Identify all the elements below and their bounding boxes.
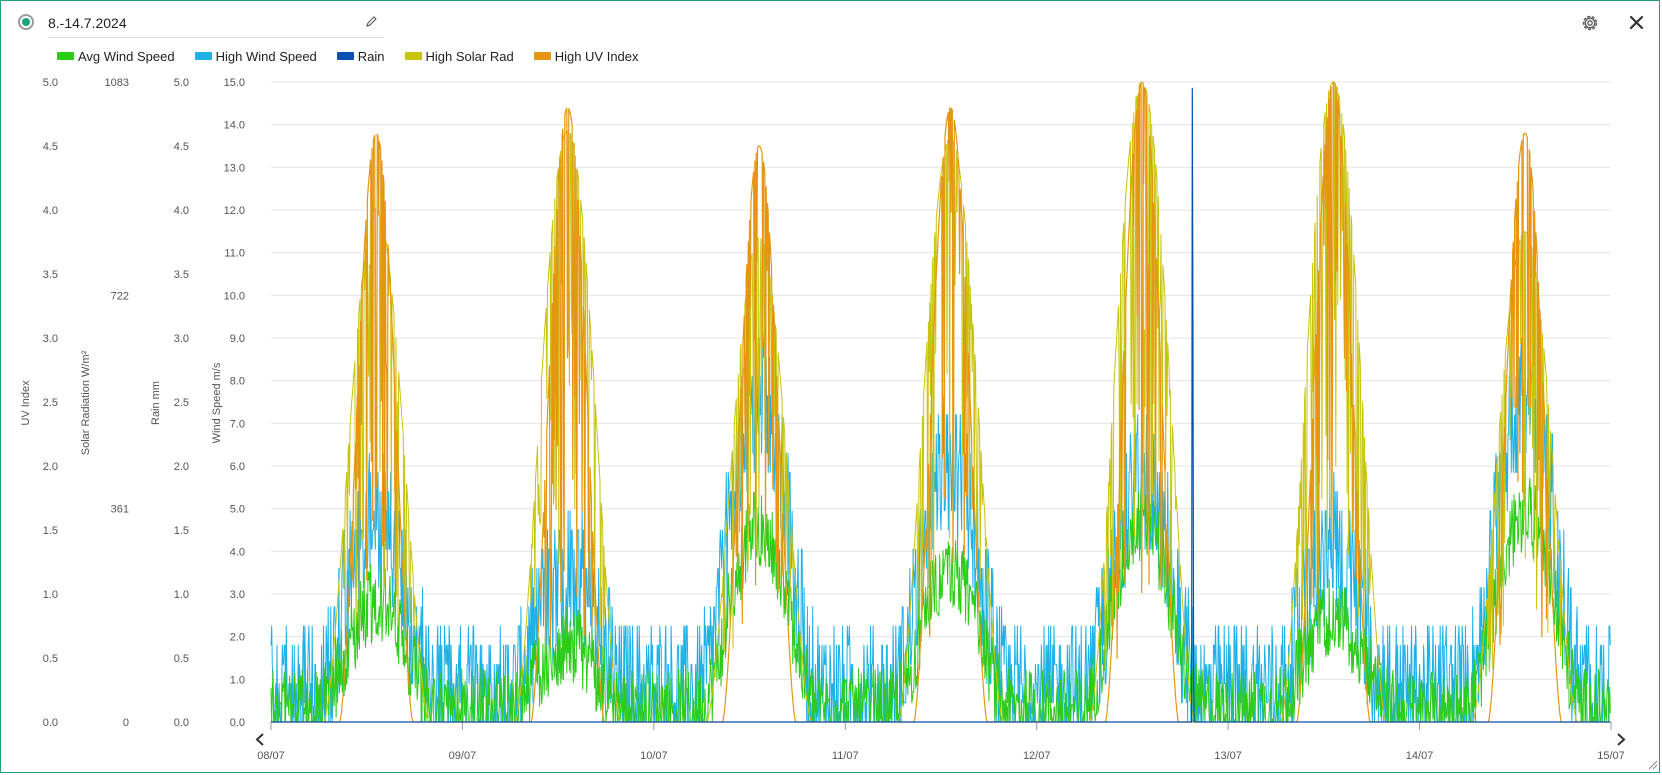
- wind-tick-label: 4.0: [230, 546, 245, 558]
- legend-label: High UV Index: [554, 48, 639, 64]
- wind-tick-label: 8.0: [230, 376, 245, 388]
- title-field[interactable]: 8.-14.7.2024: [48, 11, 384, 38]
- solar-tick-label: 722: [111, 290, 129, 302]
- uv-tick-label: 3.0: [43, 333, 58, 345]
- wind-tick-label: 14.0: [224, 120, 245, 132]
- legend-swatch: [194, 52, 212, 60]
- legend-label: High Solar Rad: [425, 48, 514, 64]
- rain-tick-label: 3.5: [174, 269, 189, 281]
- legend-swatch: [57, 52, 74, 60]
- pencil-icon[interactable]: [364, 15, 378, 29]
- rain-tick-label: 1.5: [174, 525, 189, 537]
- uv-tick-label: 4.0: [43, 205, 58, 217]
- rain-tick-label: 4.0: [174, 205, 189, 217]
- rain-tick-label: 3.0: [174, 333, 189, 345]
- series-high-wind-speed: [270, 318, 1611, 723]
- legend-item-avg-wind-speed[interactable]: Avg Wind Speed: [57, 47, 175, 65]
- wind-tick-label: 10.0: [224, 290, 245, 302]
- header: 8.-14.7.2024: [1, 1, 1659, 49]
- rain-tick-label: 2.0: [174, 461, 189, 473]
- wind-tick-label: 15.0: [224, 77, 245, 89]
- legend-label: Avg Wind Speed: [78, 48, 175, 64]
- status-indicator: [18, 14, 34, 30]
- uv-tick-label: 1.5: [43, 525, 58, 537]
- x-tick-label: 15/07: [1597, 750, 1625, 762]
- resize-grip-icon[interactable]: [1648, 760, 1658, 770]
- wind-tick-label: 13.0: [224, 162, 245, 174]
- series-rain: [271, 87, 1611, 723]
- x-tick-label: 10/07: [640, 750, 668, 762]
- chevron-right-icon[interactable]: [1617, 733, 1626, 746]
- x-tick-label: 13/07: [1214, 750, 1242, 762]
- solar-tick-label: 1083: [105, 77, 129, 89]
- series-layer: [270, 81, 1611, 723]
- axis-title-solar: Solar Radiation W/m²: [80, 350, 92, 455]
- wind-tick-label: 0.0: [230, 717, 245, 729]
- uv-tick-label: 3.5: [43, 269, 58, 281]
- x-tick-label: 11/07: [832, 750, 859, 762]
- uv-tick-label: 4.5: [43, 141, 58, 153]
- gear-icon[interactable]: [1579, 12, 1601, 34]
- axis-title-rain: Rain mm: [150, 381, 162, 425]
- uv-tick-label: 2.0: [43, 461, 58, 473]
- wind-tick-label: 11.0: [224, 248, 245, 260]
- legend-item-high-uv-index[interactable]: High UV Index: [533, 47, 639, 65]
- wind-tick-label: 2.0: [230, 632, 245, 644]
- legend-label: Rain: [357, 48, 385, 64]
- axis-title-uv: UV Index: [20, 380, 32, 426]
- solar-tick-label: 0: [123, 717, 129, 729]
- uv-tick-label: 2.5: [43, 397, 58, 409]
- window-title: 8.-14.7.2024: [48, 15, 127, 31]
- solar-tick-label: 361: [111, 504, 129, 516]
- uv-tick-label: 0.5: [43, 653, 58, 665]
- legend-swatch: [404, 52, 422, 60]
- rain-tick-label: 5.0: [174, 77, 189, 89]
- series-avg-wind-speed: [270, 472, 1611, 723]
- rain-tick-label: 4.5: [174, 141, 189, 153]
- wind-tick-label: 12.0: [224, 205, 245, 217]
- legend-swatch: [336, 52, 354, 60]
- wind-tick-label: 6.0: [230, 461, 245, 473]
- rain-tick-label: 0.5: [174, 653, 189, 665]
- uv-tick-label: 0.0: [43, 717, 58, 729]
- x-tick-label: 09/07: [449, 750, 477, 762]
- legend-item-high-wind-speed[interactable]: High Wind Speed: [194, 47, 317, 65]
- x-tick-label: 12/07: [1023, 750, 1051, 762]
- y-axes: 0.0 1.0 2.0 3.0 4.0 5.0 6.0 7.0 8.0 9.0 10.0 11.0 12…: [43, 77, 245, 729]
- x-tick-label: 14/07: [1406, 750, 1434, 762]
- series-high-solar-rad: [271, 81, 1611, 723]
- wind-tick-label: 1.0: [230, 674, 245, 686]
- close-icon[interactable]: [1626, 12, 1648, 34]
- x-axis: 08/07 09/07 10/07 11/07 12/07 13/07 14/07 15/07: [257, 721, 1625, 762]
- legend-item-high-solar-rad[interactable]: High Solar Rad: [404, 47, 514, 65]
- x-tick-label: 08/07: [257, 750, 285, 762]
- rain-tick-label: 1.0: [174, 589, 189, 601]
- wind-tick-label: 5.0: [230, 504, 245, 516]
- wind-tick-label: 7.0: [230, 418, 245, 430]
- uv-tick-label: 1.0: [43, 589, 58, 601]
- wind-tick-label: 3.0: [230, 589, 245, 601]
- legend: Avg Wind Speed High Wind Speed Rain High…: [57, 47, 639, 65]
- uv-tick-label: 5.0: [43, 77, 58, 89]
- legend-swatch: [533, 52, 551, 60]
- rain-tick-label: 2.5: [174, 397, 189, 409]
- rain-tick-label: 0.0: [174, 717, 189, 729]
- legend-item-rain[interactable]: Rain: [336, 47, 385, 65]
- legend-label: High Wind Speed: [215, 48, 317, 64]
- axis-title-wind: Wind Speed m/s: [211, 362, 223, 443]
- wind-tick-label: 9.0: [230, 333, 245, 345]
- chevron-left-icon[interactable]: [255, 733, 264, 746]
